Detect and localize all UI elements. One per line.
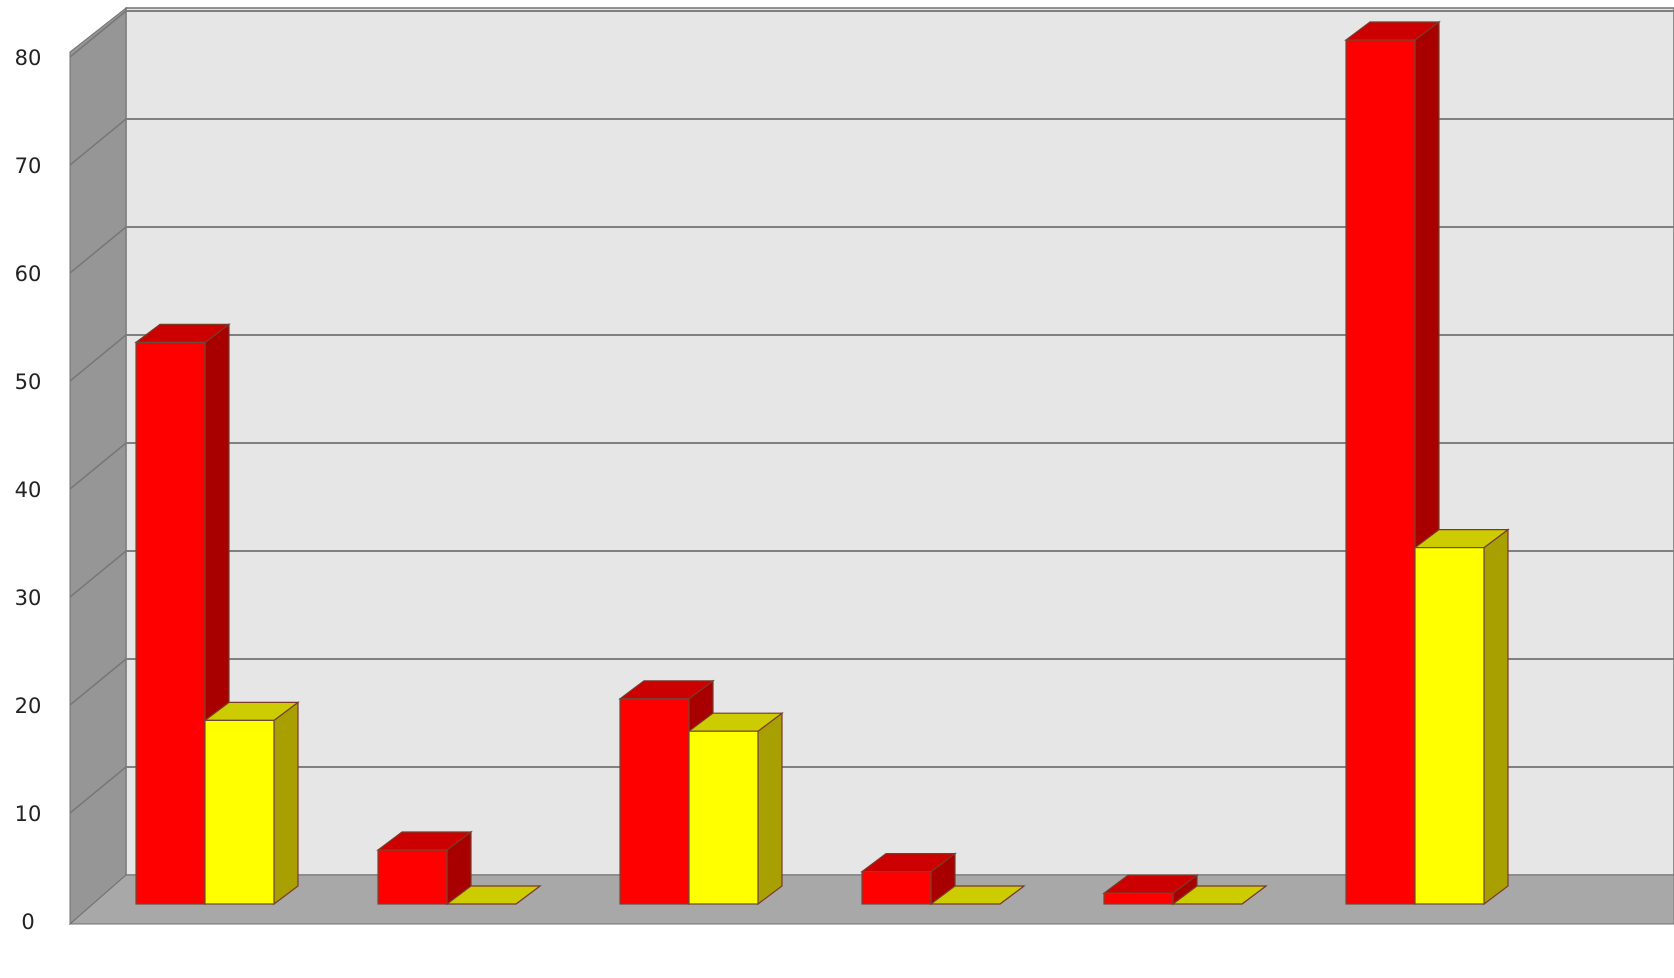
y-axis: 0 10 20 30 40 50 60 70 80 [15,46,42,934]
bar [1102,874,1199,906]
bar [929,885,1026,905]
bar-front [135,341,206,905]
bar-front [1103,892,1174,905]
gridline-side [69,118,127,166]
bar-side [757,712,783,906]
bar-top [929,885,1026,905]
bar [445,885,542,905]
y-tick-label: 70 [15,154,42,178]
bar-front [1414,546,1485,905]
gridline-side [69,10,127,58]
gridline-side [69,766,127,814]
gridline-side [69,550,127,598]
bar [1413,528,1510,906]
bar [203,701,300,906]
bar-front [377,849,448,905]
bar-front [861,870,932,905]
bar-front [204,719,275,905]
bar [376,830,473,906]
bar [687,712,784,906]
gridline-side [69,226,127,274]
y-tick-label: 40 [15,478,42,502]
bar-side [273,701,299,906]
bar-side [1483,528,1509,906]
y-tick-label: 10 [15,802,42,826]
y-tick-label: 0 [21,910,34,934]
bar [860,852,957,906]
y-tick-label: 60 [15,262,42,286]
bars [134,20,1510,906]
y-tick-label: 50 [15,370,42,394]
bar-front [619,698,690,905]
y-tick-label: 20 [15,694,42,718]
gridline-side [69,334,127,382]
bar [1344,20,1441,906]
gridline-side [69,442,127,490]
bar-front [1345,39,1416,905]
bar-front [688,730,759,905]
bar [1171,885,1268,905]
bar-top [445,885,542,905]
y-tick-label: 80 [15,46,42,70]
y-tick-label: 30 [15,586,42,610]
bar-top [1171,885,1268,905]
gridline-side [69,658,127,706]
